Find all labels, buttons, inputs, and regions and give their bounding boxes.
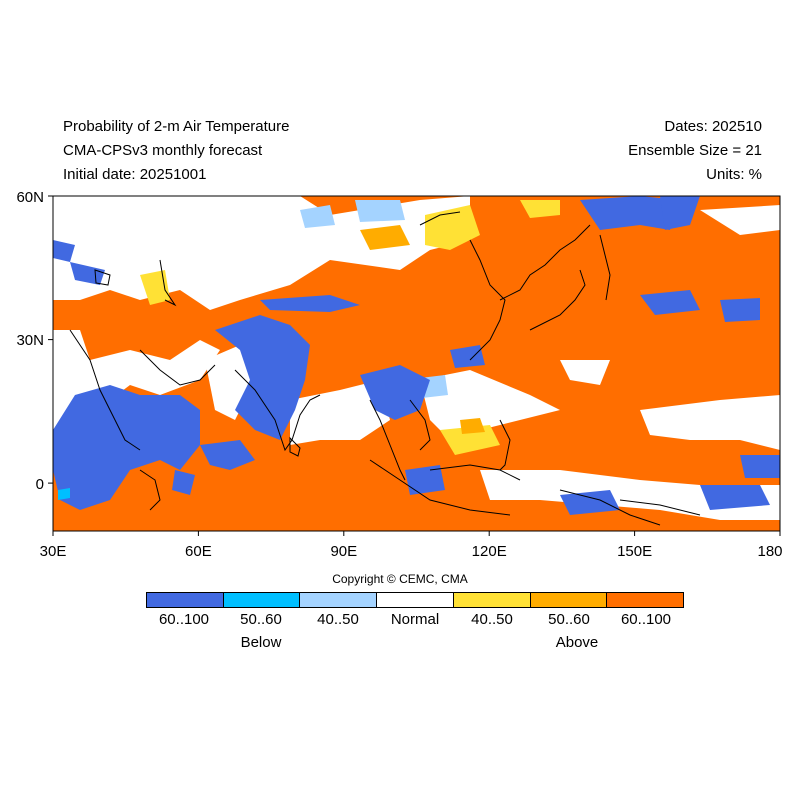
coastlines: [69, 211, 701, 526]
color-legend: [146, 592, 684, 608]
forecast-dates: Dates: 202510: [664, 118, 762, 135]
x-tick-90e: 90E: [330, 543, 357, 560]
x-tick-150e: 150E: [617, 543, 652, 560]
legend-group-above: Above: [555, 634, 599, 651]
x-tick-30e: 30E: [40, 543, 67, 560]
legend-label-below-40-50: 40..50: [317, 611, 359, 628]
below-50-60-regions: [58, 488, 70, 500]
x-tick-120e: 120E: [472, 543, 507, 560]
legend-swatch-above-40-50: [453, 593, 531, 607]
y-tick-60n: 60N: [16, 189, 44, 206]
y-tick-0: 0: [36, 476, 44, 493]
legend-label-above-40-50: 40..50: [471, 611, 513, 628]
copyright-notice: Copyright © CEMC, CMA: [332, 572, 468, 586]
legend-swatch-below-40-50: [300, 593, 378, 607]
legend-swatch-below-50-60: [223, 593, 301, 607]
map-field: [53, 196, 780, 531]
legend-label-below-50-60: 50..60: [240, 611, 282, 628]
legend-swatch-above-50-60: [530, 593, 608, 607]
normal-regions: [53, 196, 780, 520]
below-60-100-regions: [53, 196, 780, 515]
x-tick-60e: 60E: [185, 543, 212, 560]
model-subtitle: CMA-CPSv3 monthly forecast: [63, 142, 263, 159]
tick-marks: [48, 195, 781, 536]
legend-label-above-50-60: 50..60: [548, 611, 590, 628]
y-tick-30n: 30N: [16, 332, 44, 349]
initial-date: Initial date: 20251001: [63, 166, 207, 183]
legend-swatch-below-60-100: [147, 593, 224, 607]
map-frame: [52, 195, 781, 532]
ensemble-size: Ensemble Size = 21: [628, 142, 762, 159]
above-50-60-regions: [360, 225, 485, 434]
legend-swatch-above-60-100: [607, 593, 684, 607]
probability-map: 30E 60E 90E 120E 150E 180 60N 30N 0: [16, 189, 782, 560]
legend-label-above-60-100: 60..100: [620, 611, 672, 628]
legend-swatch-normal: [377, 593, 454, 607]
legend-label-below-60-100: 60..100: [158, 611, 210, 628]
legend-group-below: Below: [240, 634, 282, 651]
map-title: Probability of 2-m Air Temperature: [63, 118, 290, 135]
x-tick-180: 180: [757, 543, 782, 560]
legend-label-normal: Normal: [390, 611, 440, 628]
units-label: Units: %: [706, 166, 762, 183]
above-40-50-regions: [140, 200, 560, 455]
